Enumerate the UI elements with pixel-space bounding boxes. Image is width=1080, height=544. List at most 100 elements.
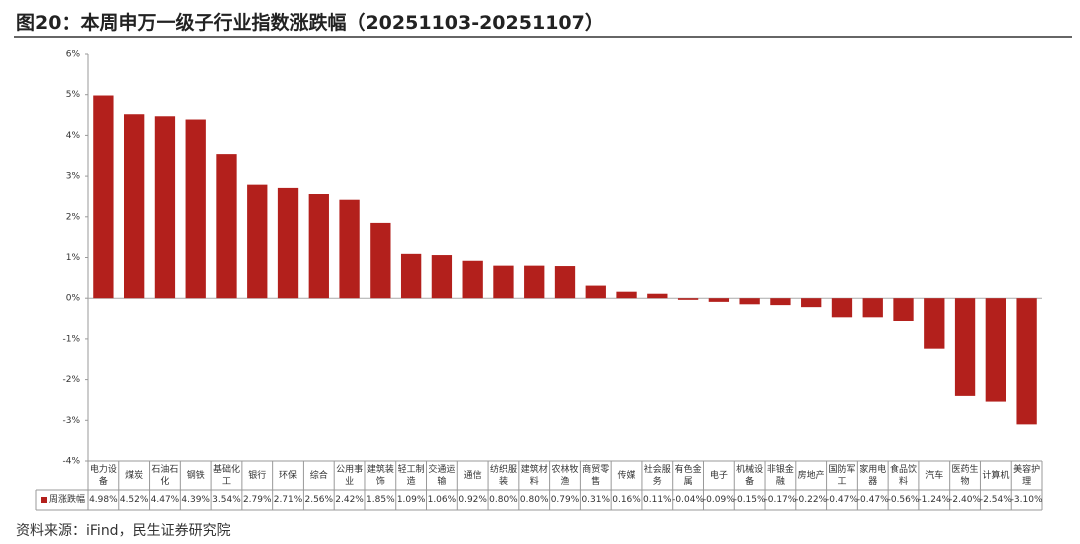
y-tick-label: 6% bbox=[66, 50, 81, 60]
bar bbox=[985, 298, 1006, 402]
value-label: -2.54% bbox=[979, 495, 1012, 505]
value-label: -0.22% bbox=[795, 495, 828, 505]
bar bbox=[708, 298, 730, 302]
value-label: -0.17% bbox=[764, 495, 797, 505]
bar bbox=[277, 187, 299, 299]
chart-title: 图20：本周申万一级子行业指数涨跌幅（20251103-20251107） bbox=[16, 12, 604, 34]
category-label: 计算机 bbox=[982, 470, 1010, 481]
category-label: 交通运输 bbox=[428, 464, 456, 487]
bar bbox=[739, 298, 760, 305]
category-label: 通信 bbox=[463, 470, 482, 481]
category-label: 电子 bbox=[709, 470, 728, 481]
bar bbox=[247, 184, 268, 299]
value-label: 4.47% bbox=[150, 495, 180, 505]
category-label: 农林牧渔 bbox=[551, 464, 579, 487]
bar bbox=[462, 260, 483, 299]
category-label: 传媒 bbox=[617, 470, 636, 481]
bar bbox=[524, 265, 545, 299]
category-label: 房地产 bbox=[797, 470, 825, 481]
bar bbox=[831, 298, 853, 318]
value-label: -0.04% bbox=[672, 495, 705, 505]
category-label: 社会服务 bbox=[643, 464, 671, 487]
bar bbox=[93, 95, 114, 299]
y-tick-label: 4% bbox=[66, 131, 81, 141]
source-note: 资料来源：iFind，民生证券研究院 bbox=[16, 523, 231, 539]
value-label: 0.31% bbox=[581, 495, 611, 505]
y-tick-label: -2% bbox=[62, 375, 80, 385]
bar bbox=[124, 114, 145, 299]
category-label: 基础化工 bbox=[212, 464, 240, 487]
value-label: -2.40% bbox=[949, 495, 981, 505]
y-tick-label: -4% bbox=[62, 457, 80, 467]
bar bbox=[308, 194, 329, 299]
value-label: 2.71% bbox=[273, 495, 303, 505]
bar bbox=[954, 298, 976, 396]
bar bbox=[924, 298, 945, 349]
bar bbox=[801, 298, 822, 308]
value-label: 2.56% bbox=[304, 495, 334, 505]
value-label: 2.79% bbox=[242, 495, 272, 505]
bar bbox=[554, 266, 576, 299]
bar bbox=[400, 253, 422, 299]
value-label: -0.56% bbox=[887, 495, 920, 505]
y-tick-label: 3% bbox=[66, 172, 81, 182]
bar bbox=[154, 116, 176, 299]
legend-swatch bbox=[41, 497, 47, 503]
category-label: 家用电器 bbox=[859, 464, 887, 487]
value-label: 0.79% bbox=[550, 495, 580, 505]
y-tick-label: 5% bbox=[66, 90, 81, 100]
category-label: 有色金属 bbox=[674, 464, 702, 487]
value-label: 3.54% bbox=[212, 495, 241, 505]
category-label: 非银金融 bbox=[766, 464, 794, 487]
value-label: -3.10% bbox=[1010, 495, 1043, 505]
category-label: 钢铁 bbox=[186, 470, 205, 481]
bar bbox=[677, 298, 699, 300]
category-label: 食品饮料 bbox=[890, 464, 918, 487]
category-label: 综合 bbox=[309, 470, 328, 481]
y-tick-label: 2% bbox=[66, 212, 81, 222]
value-label: 0.92% bbox=[458, 495, 487, 505]
bar bbox=[862, 298, 883, 318]
value-label: -1.24% bbox=[918, 495, 951, 505]
value-label: -0.15% bbox=[733, 495, 766, 505]
y-tick-label: -1% bbox=[62, 334, 80, 344]
bar bbox=[616, 291, 637, 299]
value-label: -0.09% bbox=[702, 495, 735, 505]
bar bbox=[893, 298, 914, 321]
category-label: 煤炭 bbox=[125, 470, 144, 481]
category-label: 国防军工 bbox=[828, 464, 856, 487]
value-label: 0.80% bbox=[489, 495, 518, 505]
value-label: 1.09% bbox=[396, 495, 426, 505]
value-label: -0.47% bbox=[856, 495, 889, 505]
y-tick-label: 0% bbox=[66, 294, 81, 304]
value-label: 1.06% bbox=[427, 495, 457, 505]
category-label: 环保 bbox=[279, 470, 298, 481]
bar bbox=[770, 298, 791, 306]
y-tick-label: -3% bbox=[62, 416, 80, 426]
category-label: 轻工制造 bbox=[397, 464, 425, 487]
value-label: 4.39% bbox=[181, 495, 210, 505]
bar bbox=[339, 199, 360, 299]
category-label: 纺织服装 bbox=[489, 464, 517, 487]
category-label: 建筑材料 bbox=[520, 464, 548, 487]
category-label: 石油石化 bbox=[151, 464, 179, 487]
value-label: 1.85% bbox=[366, 495, 395, 505]
value-label: 0.11% bbox=[643, 495, 672, 505]
value-label: 0.80% bbox=[519, 495, 549, 505]
bar bbox=[493, 265, 514, 299]
bar bbox=[1016, 298, 1037, 425]
category-label: 汽车 bbox=[925, 470, 944, 481]
bar bbox=[216, 154, 237, 299]
value-label: 0.16% bbox=[612, 495, 641, 505]
bar bbox=[647, 293, 668, 299]
value-label: 4.52% bbox=[119, 495, 149, 505]
bar bbox=[585, 285, 606, 299]
bar bbox=[185, 119, 206, 299]
value-label: 4.98% bbox=[89, 495, 118, 505]
category-label: 商贸零售 bbox=[582, 464, 610, 487]
category-label: 医药生物 bbox=[951, 464, 979, 487]
value-label: -0.47% bbox=[826, 495, 858, 505]
bar bbox=[431, 255, 453, 299]
